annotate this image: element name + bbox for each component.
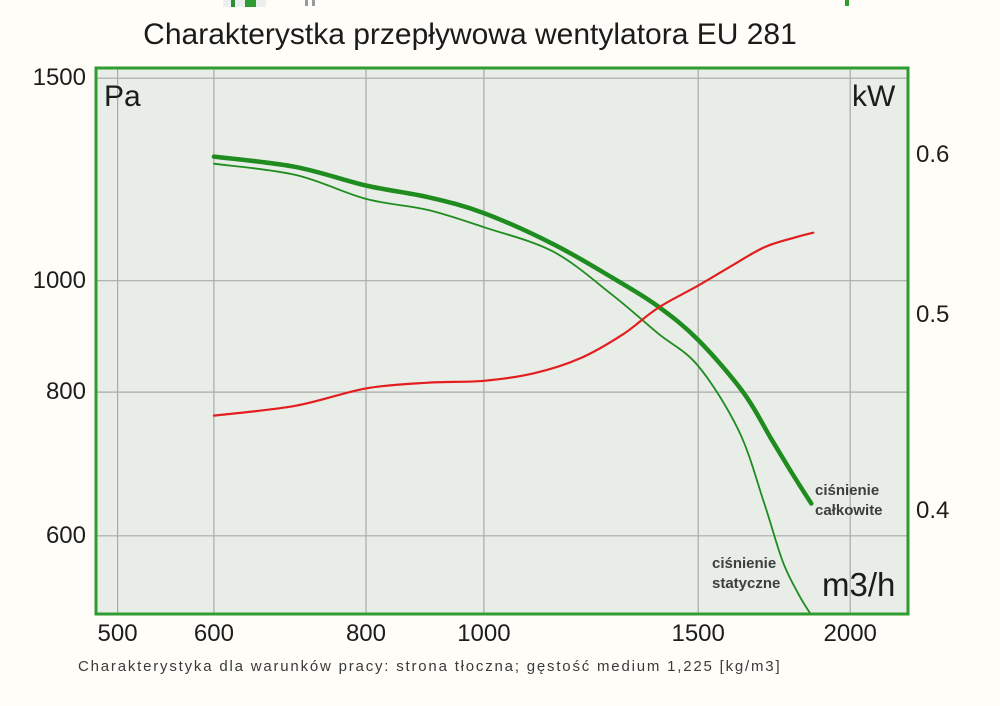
chart-caption: Charakterystyka dla warunków pracy: stro… [78,658,782,675]
curve-0 [211,154,814,506]
y-left-tick-label: 1000 [32,266,86,294]
y-left-tick-label: 1500 [32,64,86,92]
toolbar-icon-fragment-squiggle-mark [312,0,315,6]
y-left-tick-label: 800 [45,378,86,406]
x-tick-label: 500 [97,620,138,647]
x-tick-label: 1000 [457,620,511,647]
x-tick-label: 2000 [823,620,877,647]
x-axis-unit-label: m3/h [822,566,896,603]
curves [211,154,815,614]
x-tick-label: 600 [193,620,234,647]
series-label-static-pressure: ciśnienie statyczne [712,555,781,592]
curve-2 [212,231,815,417]
y-right-tick-label: 0.6 [916,140,950,168]
series-label-total-pressure: ciśnienie całkowite [815,482,883,519]
toolbar-icon-fragment-squiggle [304,0,318,6]
curve-1 [213,162,812,614]
y-left-tick-label: 600 [45,521,86,549]
toolbar-icon-fragment-grid-mark [231,0,235,7]
toolbar-icon-fragment-squiggle-mark [305,0,308,6]
plot-background [96,68,908,614]
y-right-tick-label: 0.4 [916,497,950,525]
y-left-unit-label: Pa [104,80,141,113]
plot-border [94,66,910,616]
y-right-tick-label: 0.5 [916,301,950,329]
y-right-unit-label: kW [852,80,896,113]
x-tick-label: 1500 [671,620,725,647]
toolbar-icon-fragment-grid [223,0,266,7]
toolbar-icon-fragment-grid-mark [245,0,256,7]
x-tick-label: 800 [345,620,386,647]
toolbar-icon-fragment-green-tick [845,0,849,6]
chart-title: Charakterystka przepływowa wentylatora E… [143,18,797,51]
